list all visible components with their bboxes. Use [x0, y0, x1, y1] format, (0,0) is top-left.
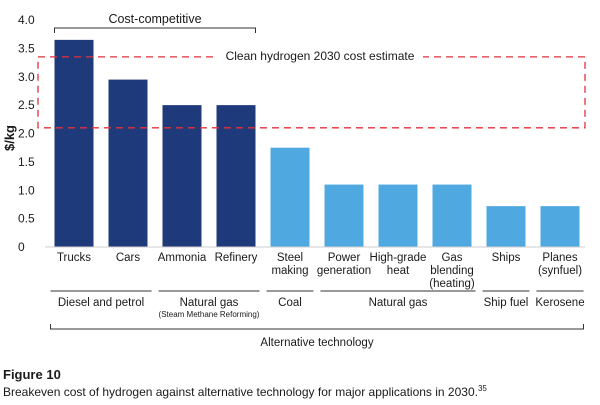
bar: [432, 184, 472, 247]
bar: [108, 79, 148, 248]
supergroup-label: Alternative technology: [260, 337, 373, 349]
x-tick-label: Gas: [441, 252, 462, 264]
y-tick-label: 2.0: [18, 127, 35, 141]
bar: [54, 39, 94, 247]
group-label: Ship fuel: [484, 297, 529, 309]
cost-competitive-bracket: [54, 27, 256, 33]
x-tick-label: Refinery: [215, 252, 258, 264]
bar: [216, 105, 256, 247]
cost-competitive-label: Cost-competitive: [108, 12, 201, 26]
group-sublabel: (Steam Methane Reforming): [159, 310, 260, 319]
x-tick-label: making: [271, 265, 308, 277]
group-label: Kerosene: [535, 297, 584, 309]
figure-label: Figure 10: [3, 367, 61, 382]
bar: [378, 184, 418, 247]
x-tick-label: generation: [317, 265, 371, 277]
group-label: Natural gas: [180, 297, 239, 309]
bar: [324, 184, 364, 247]
x-tick-label: (heating): [429, 278, 475, 290]
caption-footnote: 35: [477, 384, 487, 393]
x-tick-label: High-grade: [370, 252, 427, 264]
estimate-band: [37, 56, 586, 129]
y-tick-label: 4.0: [18, 13, 35, 27]
y-axis-title: $/kg: [2, 125, 17, 151]
bar: [540, 206, 580, 247]
supergroup-bracket: [50, 324, 584, 330]
y-tick-label: 3.0: [18, 70, 35, 84]
group-label: Coal: [278, 297, 302, 309]
x-tick-label: blending: [430, 265, 473, 277]
x-tick-label: Ammonia: [158, 252, 207, 264]
bar: [486, 206, 526, 247]
figure-caption: Breakeven cost of hydrogen against alter…: [3, 384, 487, 399]
caption-text: Breakeven cost of hydrogen against alter…: [3, 385, 478, 399]
group-label: Natural gas: [369, 297, 428, 309]
x-tick-label: (synfuel): [538, 265, 582, 277]
x-tick-label: Ships: [492, 252, 521, 264]
y-tick-label: 1.5: [18, 155, 35, 169]
y-tick-label: 1.0: [18, 183, 35, 197]
x-tick-label: Trucks: [57, 252, 91, 264]
estimate-label-bg: [217, 46, 423, 63]
bar: [162, 105, 202, 247]
x-tick-label: Cars: [116, 252, 141, 264]
y-tick-label: 0: [18, 240, 25, 254]
x-tick-label: Planes: [542, 252, 577, 264]
y-tick-label: 2.5: [18, 98, 35, 112]
estimate-band-label: Clean hydrogen 2030 cost estimate: [226, 49, 415, 63]
group-label: Diesel and petrol: [58, 297, 144, 309]
x-tick-label: Steel: [277, 252, 303, 264]
y-tick-label: 0.5: [18, 212, 35, 226]
chart: 0 0.5 1.0 1.5 2.0 2.5 3.0 3.5 4.0 $/kg Trucks Cars A…: [2, 12, 586, 349]
x-tick-label: heat: [387, 265, 410, 277]
x-tick-label: Power: [328, 252, 361, 264]
bar: [270, 147, 310, 247]
y-tick-label: 3.5: [18, 41, 35, 55]
